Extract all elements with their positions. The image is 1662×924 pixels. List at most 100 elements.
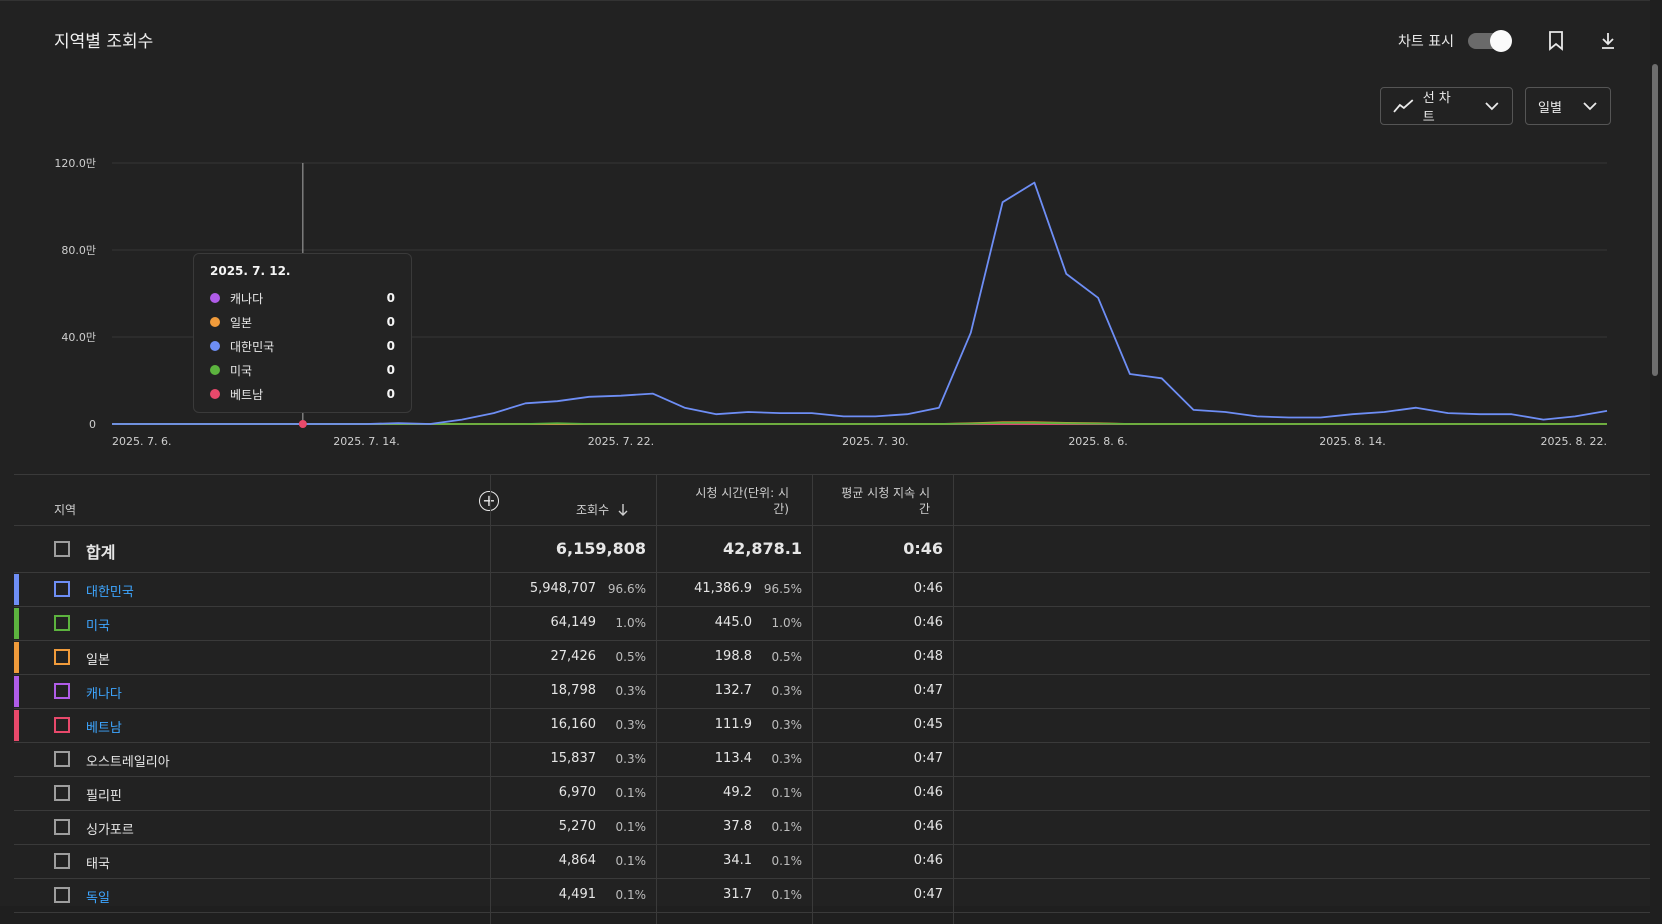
avg-duration-value: 0:48 (913, 649, 943, 664)
watch-time-value: 132.7 (714, 683, 752, 698)
x-tick-label: 2025. 7. 30. (842, 435, 908, 448)
header-avg-line2: 간 (918, 502, 930, 516)
series-color-bar (14, 676, 19, 707)
row-checkbox[interactable] (54, 581, 70, 597)
watch-time-percent: 96.5% (763, 582, 802, 596)
top-actions: 차트 표시 (1398, 29, 1620, 53)
views-percent: 1.0% (615, 616, 647, 630)
avg-duration-value: 0:45 (913, 717, 943, 732)
total-avg-duration: 0:46 (903, 539, 943, 558)
bookmark-icon[interactable] (1544, 29, 1568, 53)
table-row[interactable]: 베트남 16,160 0.3% 111.9 0.3% 0:45 (14, 709, 1650, 743)
avg-duration-value: 0:46 (913, 615, 943, 630)
avg-duration-value: 0:46 (913, 853, 943, 868)
table-header: 지역 조회수 시청 시간(단위: 시 간) 평균 시청 지속 시 간 + (14, 474, 1650, 526)
header-views-label: 조회수 (576, 503, 610, 517)
x-tick-label: 2025. 7. 6. (112, 435, 171, 448)
row-checkbox[interactable] (54, 819, 70, 835)
total-watch-time: 42,878.1 (723, 539, 802, 558)
views-value: 16,160 (550, 717, 597, 732)
table-row[interactable]: 태국 4,864 0.1% 34.1 0.1% 0:46 (14, 845, 1650, 879)
header-views[interactable]: 조회수 (576, 501, 629, 518)
table-row[interactable]: 캐나다 18,798 0.3% 132.7 0.3% 0:47 (14, 675, 1650, 709)
region-table: 지역 조회수 시청 시간(단위: 시 간) 평균 시청 지속 시 간 + 합계 6… (14, 474, 1650, 924)
chart-type-dropdown[interactable]: 선 차트 (1380, 87, 1513, 125)
watch-time-percent: 0.1% (771, 786, 803, 800)
row-name[interactable]: 대한민국 (86, 585, 134, 600)
tooltip-series-name: 베트남 (230, 387, 264, 402)
legend-dot (210, 317, 220, 327)
table-row[interactable]: 대한민국 5,948,707 96.6% 41,386.9 96.5% 0:46 (14, 573, 1650, 607)
row-name: 싱가포르 (86, 823, 134, 838)
avg-duration-value: 0:46 (913, 581, 943, 596)
views-percent: 0.1% (615, 820, 647, 834)
watch-time-value: 31.7 (723, 887, 752, 902)
row-name[interactable]: 베트남 (86, 721, 122, 736)
row-checkbox[interactable] (54, 887, 70, 903)
views-value: 4,864 (558, 853, 596, 868)
scrollbar[interactable] (1652, 64, 1658, 376)
header-avg-duration[interactable]: 평균 시청 지속 시 간 (814, 485, 930, 517)
watch-time-percent: 0.3% (771, 718, 803, 732)
avg-duration-value: 0:47 (913, 683, 943, 698)
row-checkbox[interactable] (54, 717, 70, 733)
watch-time-value: 37.8 (723, 819, 752, 834)
x-tick-label: 2025. 8. 22. (1541, 435, 1607, 448)
row-checkbox[interactable] (54, 541, 70, 557)
table-row[interactable]: 일본 27,426 0.5% 198.8 0.5% 0:48 (14, 641, 1650, 675)
table-row[interactable]: 독일 4,491 0.1% 31.7 0.1% 0:47 (14, 879, 1650, 913)
views-value: 5,948,707 (529, 581, 596, 596)
row-checkbox[interactable] (54, 853, 70, 869)
header-watch-time[interactable]: 시청 시간(단위: 시 간) (654, 485, 789, 517)
header-avg-line1: 평균 시청 지속 시 (841, 486, 930, 500)
tooltip-row: 대한민국 0 (210, 334, 395, 358)
row-checkbox[interactable] (54, 615, 70, 631)
watch-time-percent: 0.3% (771, 684, 803, 698)
table-row[interactable]: 필리핀 6,970 0.1% 49.2 0.1% 0:46 (14, 777, 1650, 811)
tooltip-series-value: 0 (386, 291, 395, 305)
views-percent: 0.5% (615, 650, 647, 664)
row-checkbox[interactable] (54, 649, 70, 665)
row-checkbox[interactable] (54, 751, 70, 767)
total-views: 6,159,808 (555, 539, 646, 558)
hover-point (298, 420, 307, 428)
table-row-total: 합계 6,159,808 42,878.1 0:46 (14, 526, 1650, 573)
col-divider (490, 474, 491, 924)
watch-time-value: 445.0 (714, 615, 752, 630)
chevron-down-icon (1485, 102, 1499, 111)
series-color-bar (14, 710, 19, 741)
legend-dot (210, 365, 220, 375)
y-tick-label: 80.0만 (61, 244, 96, 257)
series-line-대한민국 (112, 181, 1608, 425)
row-checkbox[interactable] (54, 683, 70, 699)
watch-time-percent: 1.0% (771, 616, 803, 630)
tooltip-series-name: 캐나다 (230, 291, 264, 306)
table-row[interactable]: 미국 64,149 1.0% 445.0 1.0% 0:46 (14, 607, 1650, 641)
watch-time-percent: 0.5% (771, 650, 803, 664)
avg-duration-value: 0:46 (913, 785, 943, 800)
download-icon[interactable] (1596, 29, 1620, 53)
tooltip-series-name: 미국 (230, 363, 253, 378)
row-name: 태국 (86, 857, 110, 872)
watch-time-value: 34.1 (723, 853, 752, 868)
col-divider (953, 474, 954, 924)
row-name[interactable]: 캐나다 (86, 687, 122, 702)
chart-toggle[interactable] (1468, 30, 1512, 52)
row-name[interactable]: 독일 (86, 891, 110, 906)
tooltip-row: 베트남 0 (210, 382, 395, 406)
tooltip-date: 2025. 7. 12. (210, 264, 291, 278)
interval-label: 일별 (1538, 100, 1562, 116)
avg-duration-value: 0:47 (913, 887, 943, 902)
interval-dropdown[interactable]: 일별 (1525, 87, 1611, 125)
row-checkbox[interactable] (54, 785, 70, 801)
tooltip-row: 일본 0 (210, 310, 395, 334)
tooltip-row: 미국 0 (210, 358, 395, 382)
tooltip-row: 캐나다 0 (210, 286, 395, 310)
chevron-down-icon (1583, 102, 1597, 111)
x-tick-label: 2025. 8. 14. (1319, 435, 1385, 448)
row-name[interactable]: 미국 (86, 619, 110, 634)
table-row[interactable]: 오스트레일리아 15,837 0.3% 113.4 0.3% 0:47 (14, 743, 1650, 777)
add-column-icon[interactable]: + (479, 491, 499, 511)
series-color-bar (14, 642, 19, 673)
table-row[interactable]: 싱가포르 5,270 0.1% 37.8 0.1% 0:46 (14, 811, 1650, 845)
